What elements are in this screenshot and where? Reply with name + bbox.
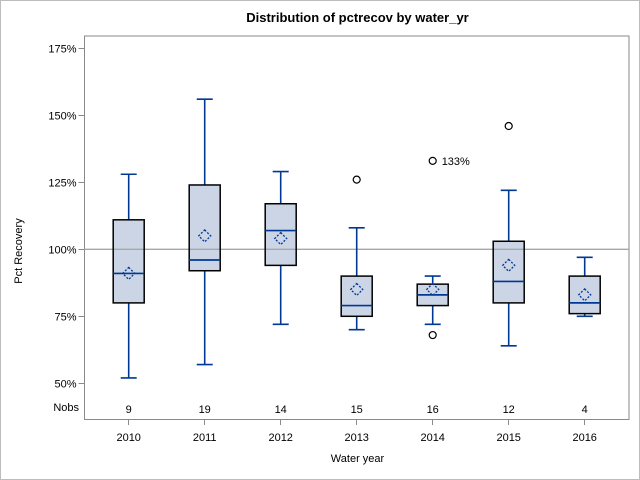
box-fill-2011	[189, 184, 221, 271]
y-axis-tick-label-75: 75%	[54, 311, 76, 323]
box-border-2010	[112, 219, 145, 304]
outlier-marker-2014-133	[428, 156, 437, 165]
y-axis-tick-label-50: 50%	[54, 378, 76, 390]
nobs-value-2016: 4	[582, 404, 588, 416]
y-axis-tick-label-100: 100%	[48, 244, 76, 256]
x-axis-tick-label-2011: 2011	[193, 432, 217, 444]
box-border-2011	[188, 184, 221, 272]
nobs-row-label: Nobs	[53, 402, 79, 414]
box-fill-2013	[341, 276, 373, 317]
box-fill-2016	[569, 276, 601, 314]
x-axis-tick-label-2016: 2016	[572, 432, 596, 444]
nobs-value-2010: 9	[126, 404, 132, 416]
box-border-2013	[340, 275, 373, 318]
outlier-label-2014: 133%	[442, 156, 470, 168]
x-axis-tick-label-2012: 2012	[268, 432, 292, 444]
x-axis-tick-label-2013: 2013	[344, 432, 368, 444]
nobs-value-2014: 16	[427, 404, 439, 416]
box-fill-2010	[113, 219, 145, 303]
box-border-2015	[492, 240, 525, 304]
box-border-2016	[568, 275, 601, 315]
box-fill-2012	[265, 203, 297, 266]
box-fill-2015	[493, 241, 525, 303]
outlier-marker-2014-68	[428, 330, 437, 340]
x-axis-tick-label-2015: 2015	[496, 432, 520, 444]
x-axis-tick-label-2010: 2010	[116, 432, 140, 444]
outlier-marker-2015-146	[504, 121, 513, 131]
chart-title: Distribution of pctrecov by water_yr	[246, 10, 469, 25]
nobs-value-2011: 19	[199, 404, 211, 416]
nobs-value-2013: 15	[351, 404, 363, 416]
nobs-value-2012: 14	[275, 404, 287, 416]
x-axis-tick-label-2014: 2014	[420, 432, 444, 444]
outlier-marker-2013-126	[352, 175, 361, 184]
nobs-value-2015: 12	[503, 404, 515, 416]
box-border-2012	[264, 202, 297, 267]
y-axis-tick-label-125: 125%	[48, 177, 76, 189]
y-axis-tick-label-175: 175%	[48, 43, 76, 55]
x-axis-label: Water year	[330, 453, 385, 465]
y-axis-tick-label-150: 150%	[48, 110, 76, 122]
